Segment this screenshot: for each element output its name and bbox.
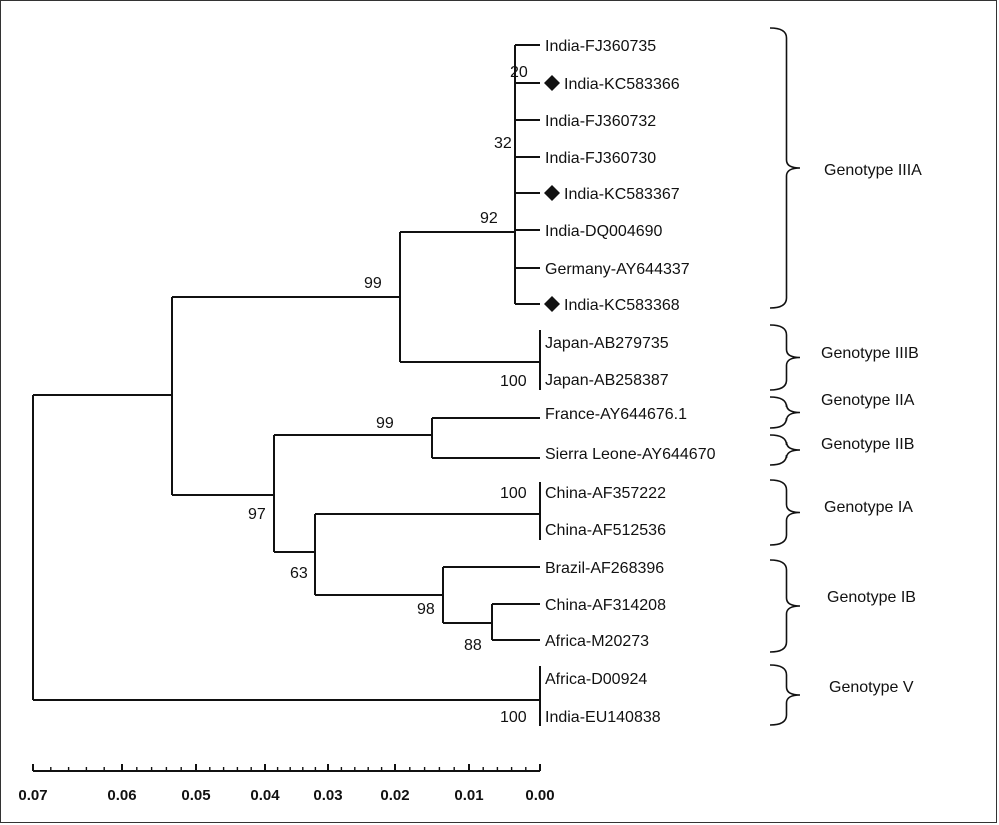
bootstrap-value: 99: [376, 415, 394, 432]
diamond-icon: [544, 185, 560, 201]
scale-tick-label: 0.07: [18, 787, 47, 804]
leaf-label: India-FJ360730: [545, 150, 656, 167]
bootstrap-value: 98: [417, 601, 435, 618]
leaf-label: France-AY644676.1: [545, 406, 687, 423]
genotype-label: Genotype V: [829, 679, 914, 696]
genotype-brace: [769, 559, 801, 653]
bootstrap-value: 63: [290, 565, 308, 582]
leaf-label: India-KC583368: [564, 297, 680, 314]
bootstrap-value: 99: [364, 275, 382, 292]
leaf-label: Sierra Leone-AY644670: [545, 446, 716, 463]
bootstrap-value: 92: [480, 210, 498, 227]
leaf-label: China-AF512536: [545, 522, 666, 539]
genotype-brace: [769, 27, 801, 309]
leaf-label: China-AF357222: [545, 485, 666, 502]
genotype-label: Genotype IIIA: [824, 162, 922, 179]
bootstrap-value: 32: [494, 135, 512, 152]
scale-tick-label: 0.03: [313, 787, 342, 804]
scale-tick-label: 0.01: [454, 787, 483, 804]
scale-tick-label: 0.06: [107, 787, 136, 804]
leaf-label: Japan-AB258387: [545, 372, 669, 389]
bootstrap-value: 100: [500, 373, 527, 390]
scale-tick-label: 0.04: [250, 787, 280, 804]
genotype-brace: [769, 479, 801, 546]
leaf-markers: [544, 75, 560, 312]
bootstrap-value: 88: [464, 637, 482, 654]
tree-branches: [32, 44, 541, 726]
genotype-label: Genotype IA: [824, 499, 913, 516]
genotype-label: Genotype IB: [827, 589, 916, 606]
genotype-label: Genotype IIIB: [821, 345, 919, 362]
diamond-icon: [544, 296, 560, 312]
leaf-label: India-KC583366: [564, 76, 680, 93]
leaf-label: India-FJ360735: [545, 38, 656, 55]
genotype-braces: [769, 27, 801, 726]
scale-axis-ticks: [32, 764, 541, 771]
leaf-label: Japan-AB279735: [545, 335, 669, 352]
bootstrap-value: 97: [248, 506, 266, 523]
bootstrap-values: 20 32 92 99 100 99 97 100 63 98 88 100: [248, 64, 528, 726]
leaf-label: Africa-M20273: [545, 633, 649, 650]
leaf-label: India-DQ004690: [545, 223, 663, 240]
genotype-brace: [769, 434, 801, 466]
scale-tick-label: 0.00: [525, 787, 554, 804]
leaf-label: Africa-D00924: [545, 671, 647, 688]
scale-tick-label: 0.05: [181, 787, 210, 804]
bootstrap-value: 100: [500, 485, 527, 502]
scale-axis: 0.07 0.06 0.05 0.04 0.03 0.02 0.01 0.00: [18, 764, 555, 804]
leaf-label: China-AF314208: [545, 597, 666, 614]
leaf-label: Germany-AY644337: [545, 261, 690, 278]
leaf-label: Brazil-AF268396: [545, 560, 664, 577]
genotype-label: Genotype IIA: [821, 392, 915, 409]
leaf-label: India-FJ360732: [545, 113, 656, 130]
scale-tick-label: 0.02: [380, 787, 409, 804]
genotype-brace: [769, 396, 801, 429]
leaf-label: India-EU140838: [545, 709, 661, 726]
bootstrap-value: 20: [510, 64, 528, 81]
genotype-brace: [769, 664, 801, 726]
diamond-icon: [544, 75, 560, 91]
genotype-label: Genotype IIB: [821, 436, 914, 453]
genotype-brace: [769, 324, 801, 391]
bootstrap-value: 100: [500, 709, 527, 726]
leaf-label: India-KC583367: [564, 186, 680, 203]
leaf-labels: India-FJ360735 India-KC583366 India-FJ36…: [545, 38, 716, 726]
genotype-labels: Genotype IIIA Genotype IIIB Genotype IIA…: [821, 162, 922, 696]
